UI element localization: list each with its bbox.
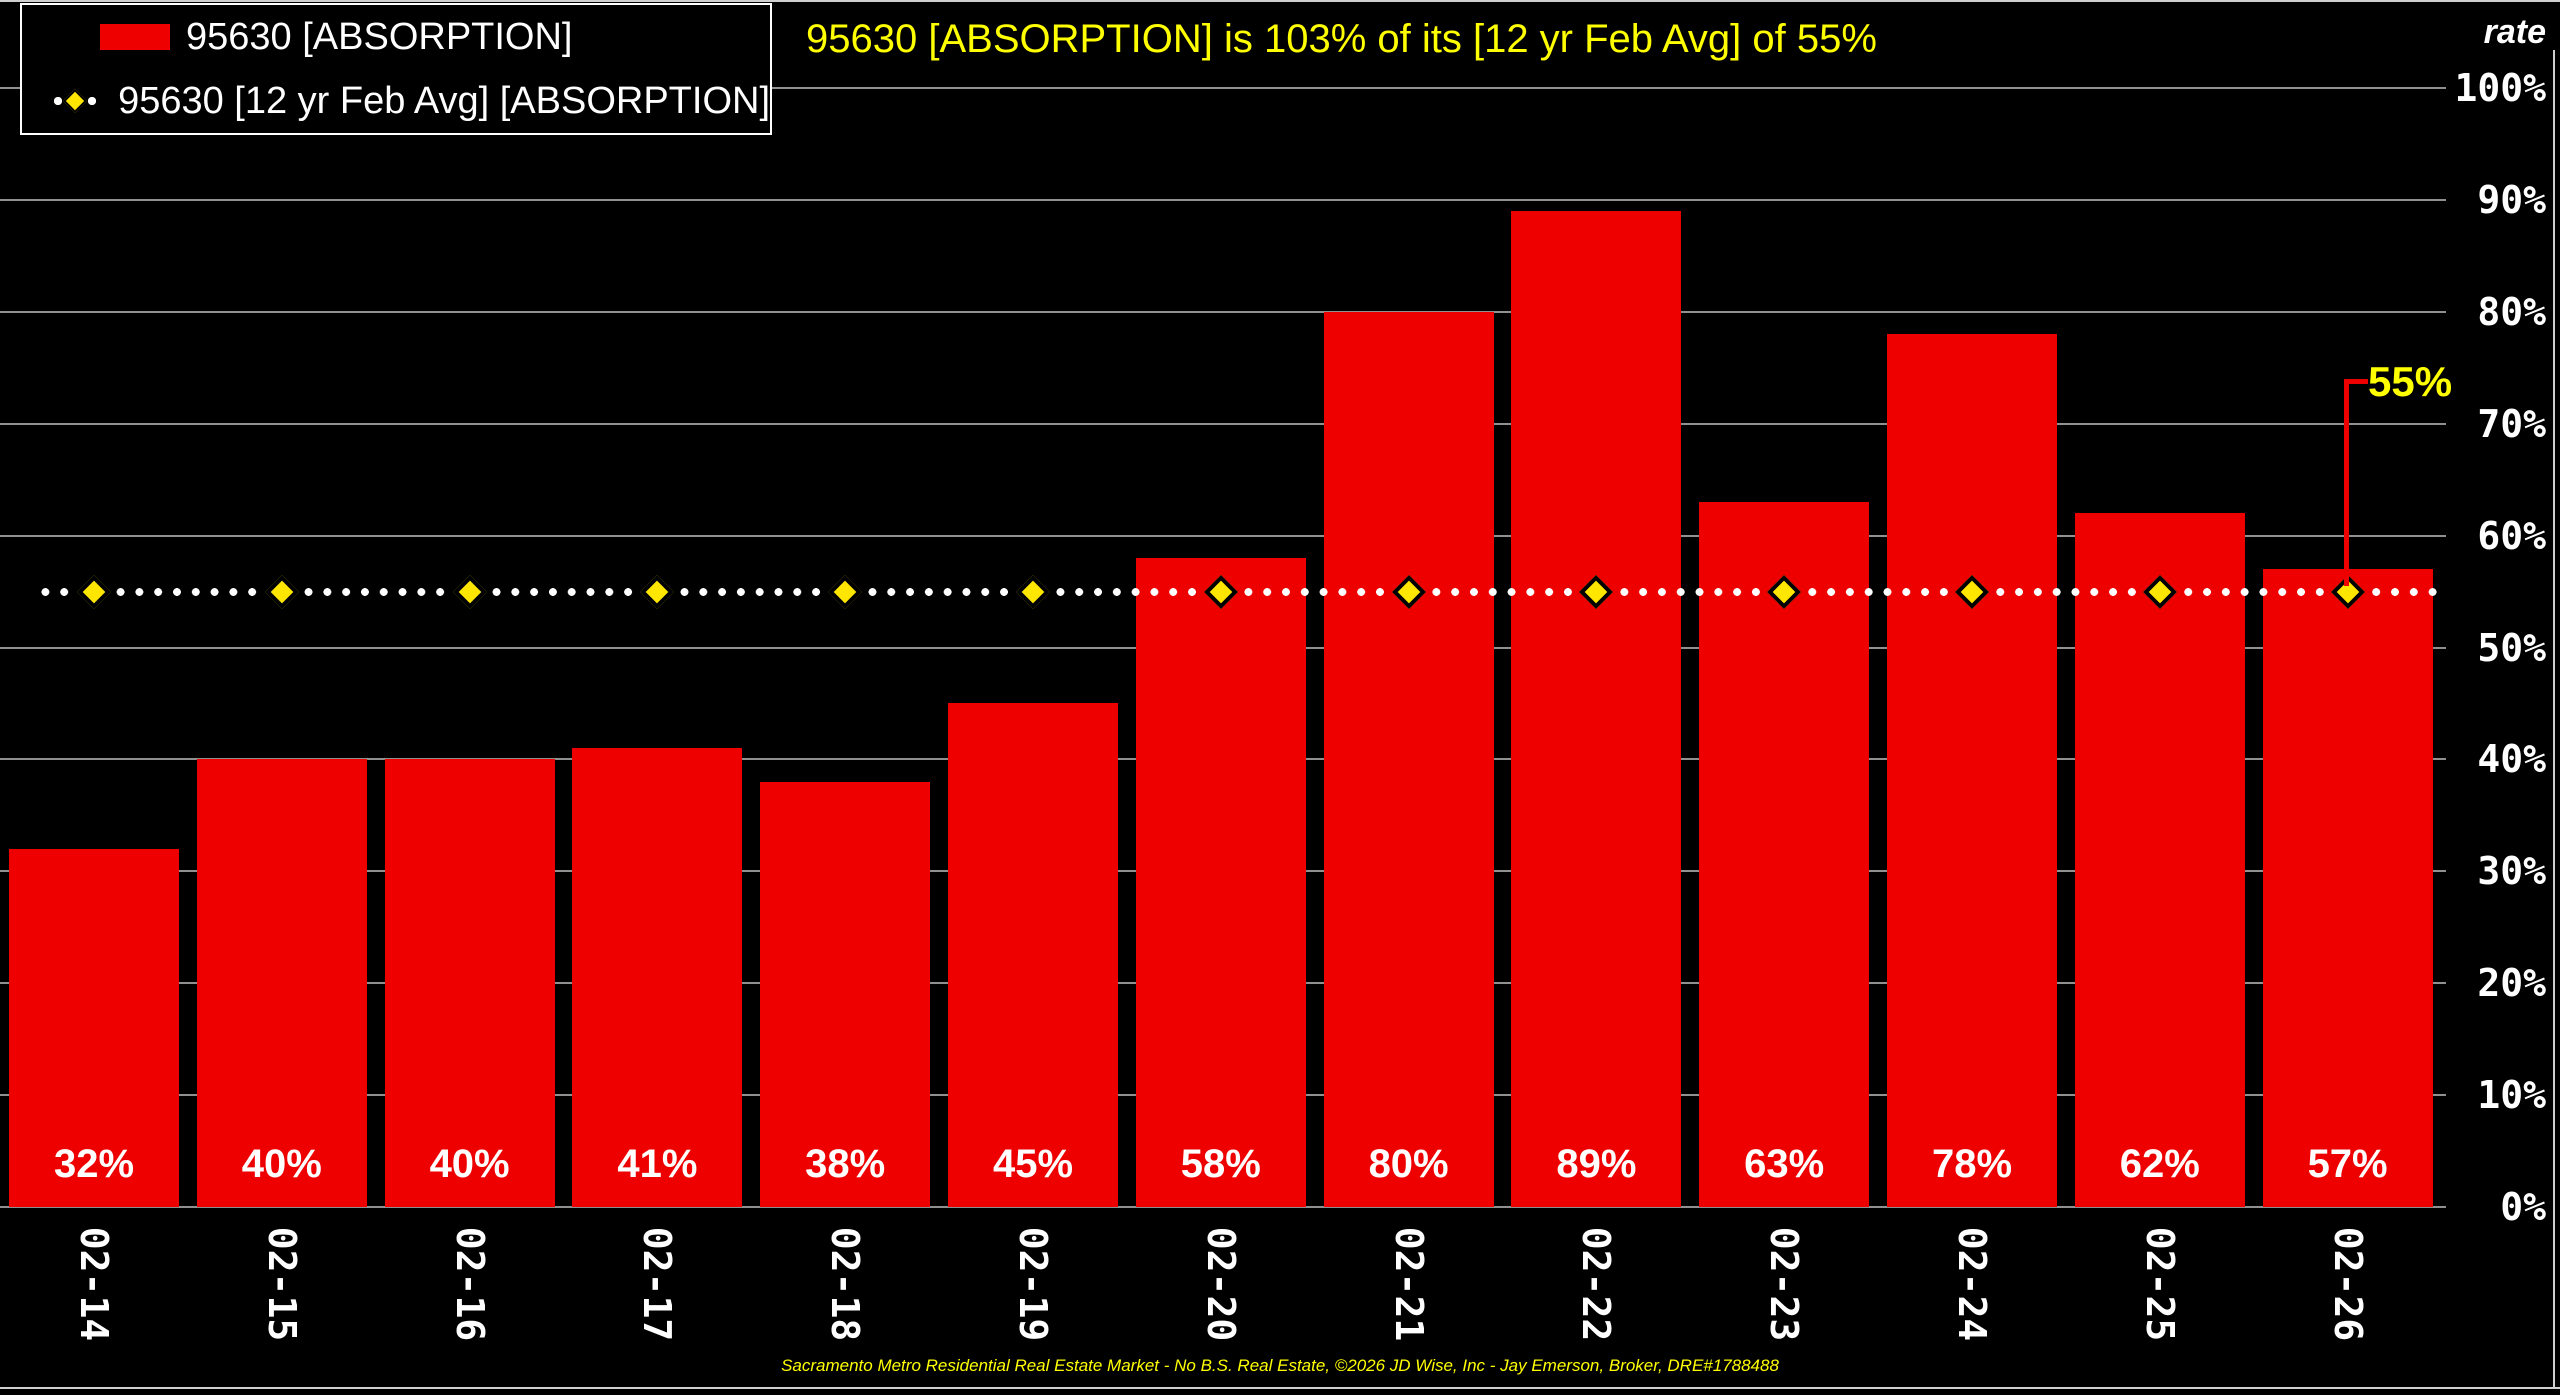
avg-line-diamond-marker	[828, 574, 863, 609]
x-axis-tick-label: 02-22	[1574, 1226, 1619, 1342]
chart-top-border	[0, 0, 2560, 2]
gridline	[0, 1206, 2446, 1208]
avg-line-diamond-marker	[1016, 574, 1050, 609]
red-bar-swatch-icon	[100, 24, 170, 50]
bar-value-label: 38%	[805, 1142, 886, 1186]
gridline	[0, 422, 2446, 425]
bar-value-label: 62%	[2119, 1142, 2200, 1186]
y-axis-tick-label: 100%	[2454, 66, 2546, 110]
x-axis-tick-label: 02-26	[2325, 1226, 2370, 1342]
x-axis-tick-label: 02-14	[72, 1226, 116, 1342]
legend-item-12yr-avg: 95630 [12 yr Feb Avg] [ABSORPTION]	[22, 71, 770, 131]
bar-value-label: 63%	[1744, 1142, 1825, 1186]
callout-connector-vertical	[2344, 379, 2349, 586]
x-axis-tick-label: 02-18	[823, 1226, 868, 1342]
chart-bottom-border	[0, 1387, 2560, 1389]
bar	[1511, 211, 1682, 1207]
bar-value-label: 45%	[992, 1142, 1074, 1186]
x-axis-tick-label: 02-17	[635, 1226, 680, 1342]
y-axis-tick-label: 40%	[2477, 737, 2546, 782]
bar-value-label: 57%	[2307, 1142, 2388, 1186]
y-axis-tick-label: 10%	[2477, 1073, 2546, 1118]
x-axis-tick-label: 02-24	[1950, 1226, 1994, 1342]
y-axis-tick-label: 80%	[2477, 289, 2546, 334]
x-axis-tick-label: 02-21	[1386, 1226, 1431, 1342]
legend-item-label: 95630 [ABSORPTION]	[186, 15, 573, 58]
bar	[760, 781, 931, 1207]
bar-value-label: 89%	[1556, 1142, 1637, 1186]
gridline	[0, 534, 2446, 537]
bar	[1323, 311, 1494, 1207]
dotted-line-icon	[46, 88, 105, 114]
y-axis-tick-label: 0%	[2500, 1185, 2546, 1229]
bar	[2074, 513, 2245, 1207]
bar	[1135, 557, 1306, 1207]
bar	[1699, 502, 1870, 1207]
bar-value-label: 41%	[617, 1142, 698, 1186]
footer-credit: Sacramento Metro Residential Real Estate…	[781, 1356, 1779, 1375]
yellow-diamond-icon	[63, 88, 88, 114]
avg-dotted-line	[36, 585, 2441, 598]
bar	[572, 748, 743, 1207]
bar-value-label: 32%	[53, 1142, 135, 1186]
bar-value-label: 78%	[1931, 1142, 2013, 1186]
y-axis-tick-label: 90%	[2477, 177, 2546, 222]
y-axis-tick-label: 70%	[2477, 401, 2546, 446]
legend-item-absorption: 95630 [ABSORPTION]	[22, 7, 770, 67]
legend-item-label: 95630 [12 yr Feb Avg] [ABSORPTION]	[118, 79, 770, 122]
x-axis-tick-label: 02-16	[447, 1226, 492, 1342]
gridline	[0, 198, 2446, 201]
bar	[2262, 569, 2433, 1207]
avg-line-diamond-marker	[640, 574, 675, 609]
chart-title: 95630 [ABSORPTION] is 103% of its [12 yr…	[806, 17, 1877, 61]
y-axis-tick-label: 30%	[2477, 849, 2546, 894]
bar-value-label: 40%	[429, 1142, 510, 1186]
avg-value-callout: 55%	[2368, 358, 2453, 405]
y-axis-tick-label: 50%	[2477, 625, 2546, 670]
x-axis-tick-label: 02-19	[1011, 1226, 1055, 1342]
x-axis-tick-label: 02-25	[2137, 1226, 2182, 1342]
avg-line-diamond-marker	[452, 574, 487, 609]
gridline	[0, 87, 2446, 89]
bar-value-label: 80%	[1368, 1142, 1449, 1186]
chart-right-border	[2553, 50, 2555, 1389]
bar	[9, 848, 179, 1207]
y-axis-tick-label: 20%	[2477, 961, 2546, 1006]
legend: 95630 [ABSORPTION] 95630 [12 yr Feb Avg]…	[20, 3, 772, 135]
bar	[384, 759, 555, 1207]
bar	[196, 759, 367, 1207]
callout-connector-horizontal	[2344, 379, 2368, 384]
x-axis-tick-label: 02-20	[1198, 1226, 1243, 1342]
y-axis-title: rate	[2483, 13, 2546, 51]
gridline	[0, 310, 2446, 313]
x-axis-tick-label: 02-23	[1762, 1226, 1807, 1342]
bar-value-label: 58%	[1180, 1142, 1261, 1186]
avg-line-diamond-marker	[264, 574, 299, 609]
bar	[948, 703, 1118, 1207]
bar-value-label: 40%	[241, 1142, 322, 1186]
avg-line-diamond-marker	[77, 574, 111, 609]
bar	[1887, 334, 2057, 1207]
x-axis-tick-label: 02-15	[259, 1226, 304, 1342]
y-axis-tick-label: 60%	[2477, 513, 2546, 558]
